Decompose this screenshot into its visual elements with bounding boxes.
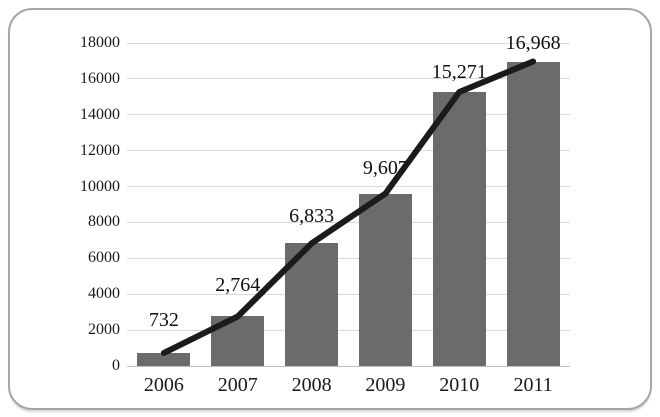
y-tick-label: 14000 [80, 105, 120, 123]
gridline [127, 257, 570, 259]
y-tick-label: 18000 [80, 34, 120, 51]
x-tick-label: 2009 [365, 374, 406, 396]
gridline [127, 365, 570, 367]
x-tick-label: 2008 [291, 374, 332, 396]
x-tick-label: 2007 [217, 374, 258, 396]
gridline [127, 114, 570, 116]
gridline [127, 42, 570, 44]
bar-2011 [506, 61, 560, 366]
x-tick-label: 2011 [513, 374, 553, 396]
data-label-2006: 732 [148, 308, 179, 331]
x-tick-label: 2006 [143, 374, 184, 396]
data-label-2008: 6,833 [289, 204, 335, 227]
bar-2007 [211, 316, 265, 366]
data-label-2007: 2,764 [215, 274, 261, 297]
x-tick-label: 2010 [439, 374, 480, 396]
y-tick-label: 16000 [80, 69, 120, 87]
bar-2006 [137, 352, 191, 366]
y-tick-label: 10000 [80, 177, 120, 195]
y-tick-label: 6000 [88, 249, 120, 267]
data-label-2011: 16,968 [505, 31, 561, 54]
y-tick-label: 4000 [88, 285, 120, 303]
data-label-2009: 9,607 [362, 157, 408, 180]
y-tick-label: 0 [112, 357, 120, 374]
bar-2010 [432, 91, 486, 366]
gridline [127, 150, 570, 152]
gridline [127, 329, 570, 331]
data-label-2010: 15,271 [431, 60, 487, 83]
y-tick-label: 8000 [88, 213, 120, 231]
bar-2008 [285, 243, 339, 366]
bar-2009 [358, 193, 412, 366]
gridline [127, 186, 570, 188]
y-tick-label: 2000 [88, 321, 120, 339]
y-tick-label: 12000 [80, 141, 120, 159]
